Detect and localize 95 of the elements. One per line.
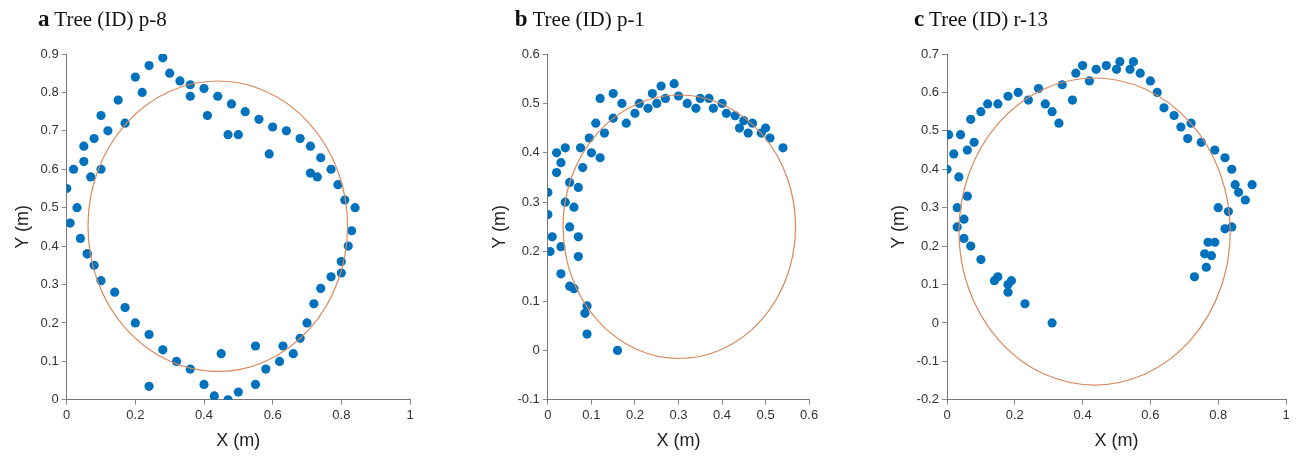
- chart-title: b Tree (ID) p-1: [514, 6, 645, 31]
- point: [573, 182, 583, 192]
- y-tick-label: 0.6: [521, 45, 540, 61]
- y-tick-label: 0.2: [40, 314, 59, 330]
- y-tick-label: 0.6: [920, 84, 939, 99]
- x-axis-title: X (m): [216, 430, 261, 451]
- point: [580, 308, 590, 318]
- x-tick-label: 0.2: [126, 407, 145, 423]
- point: [575, 143, 586, 153]
- x-tick-label: 0.2: [1005, 407, 1024, 423]
- point: [708, 103, 718, 113]
- y-tick-label: 0.1: [40, 352, 59, 368]
- y-tick-label: 0.4: [521, 144, 540, 160]
- x-tick-label: 0.6: [800, 407, 819, 423]
- y-axis-title: Y (m): [887, 205, 908, 249]
- point: [573, 232, 583, 242]
- x-axis-title: X (m): [1094, 430, 1139, 451]
- y-tick-label: 0.5: [920, 122, 939, 138]
- x-tick-label: 0: [943, 407, 951, 423]
- y-tick-label: 0.7: [40, 122, 59, 138]
- point: [547, 247, 555, 257]
- y-tick-label: 0.3: [521, 193, 540, 209]
- y-tick-label: 0.7: [920, 45, 939, 61]
- point: [691, 103, 701, 113]
- y-tick-label: 0: [931, 314, 939, 330]
- x-tick-label: 0.4: [1073, 407, 1092, 423]
- x-tick-label: 0.6: [263, 407, 282, 423]
- x-tick-label: 0.8: [332, 407, 351, 423]
- point: [621, 118, 631, 128]
- point: [647, 88, 657, 99]
- x-tick-label: 1: [1282, 407, 1290, 423]
- y-tick-label: 0.4: [920, 160, 939, 176]
- x-tick-label: 1: [406, 407, 414, 423]
- x-tick-label: 0.4: [194, 407, 214, 423]
- y-tick-label: 0.5: [40, 199, 59, 215]
- point: [551, 167, 562, 178]
- point: [656, 81, 666, 91]
- point: [560, 143, 570, 153]
- y-tick-label: 0.2: [920, 237, 939, 253]
- point: [643, 103, 653, 113]
- y-tick-label: 0.6: [40, 160, 59, 176]
- y-axis-title: Y (m): [488, 205, 509, 249]
- point: [761, 123, 771, 133]
- x-tick-label: 0.3: [669, 407, 688, 423]
- chart-title: c Tree (ID) r-13: [914, 6, 1049, 31]
- point: [556, 158, 566, 168]
- point: [591, 118, 601, 128]
- point: [595, 153, 605, 163]
- point: [652, 98, 662, 108]
- point: [778, 143, 788, 153]
- x-tick-label: 0.1: [582, 407, 601, 423]
- x-tick-label: 0: [544, 407, 552, 423]
- point: [551, 148, 562, 158]
- y-tick-label: 0.2: [521, 243, 540, 259]
- y-tick-label: 0.8: [40, 84, 59, 99]
- point: [578, 163, 588, 173]
- point: [565, 222, 575, 232]
- point: [582, 329, 592, 339]
- y-tick-label: -0.2: [916, 391, 939, 407]
- y-tick-label: 0.3: [40, 276, 59, 292]
- y-tick-label: 0.3: [920, 199, 939, 215]
- point: [556, 269, 566, 279]
- point: [682, 98, 692, 108]
- point: [734, 123, 745, 133]
- x-axis-title: X (m): [656, 430, 701, 451]
- point: [669, 79, 679, 89]
- x-tick-label: 0: [63, 407, 71, 423]
- x-tick-label: 0.6: [1141, 407, 1160, 423]
- y-tick-label: 0: [51, 391, 59, 407]
- y-tick-label: 0: [532, 341, 540, 357]
- y-tick-label: 0.4: [40, 237, 59, 253]
- point: [617, 98, 627, 108]
- point: [721, 108, 731, 118]
- point: [569, 202, 579, 212]
- point: [547, 232, 557, 242]
- point: [586, 148, 597, 158]
- point: [630, 108, 640, 118]
- y-tick-label: -0.1: [916, 352, 939, 368]
- y-tick-label: 0.5: [521, 94, 540, 110]
- y-axis-title: Y (m): [11, 205, 32, 249]
- x-tick-label: 0.2: [625, 407, 644, 423]
- x-tick-label: 0.8: [1209, 407, 1228, 423]
- y-tick-label: 0.1: [521, 292, 540, 308]
- point: [608, 88, 618, 99]
- point: [573, 251, 583, 262]
- x-tick-label: 0.4: [713, 407, 732, 423]
- point: [612, 345, 623, 355]
- x-tick-label: 0.5: [756, 407, 775, 423]
- point: [595, 93, 605, 104]
- y-tick-label: -0.1: [517, 391, 540, 407]
- y-tick-label: 0.1: [920, 276, 939, 292]
- point: [599, 128, 610, 138]
- chart-title: a Tree (ID) p-8: [38, 6, 167, 31]
- point: [743, 128, 753, 138]
- y-tick-label: 0.9: [40, 45, 59, 61]
